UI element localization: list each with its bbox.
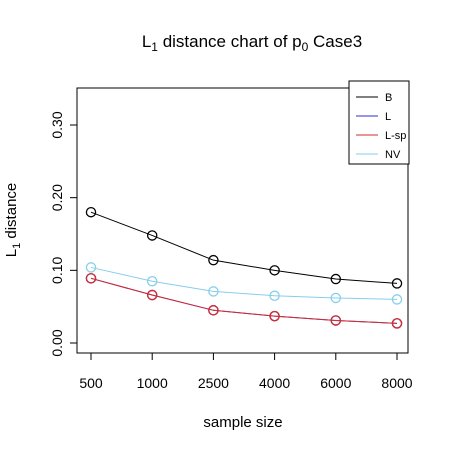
data-point-l-sp — [146, 289, 158, 301]
legend-item-nv: NV — [356, 149, 401, 161]
x-tick-label: 500 — [79, 375, 103, 391]
data-point-b — [391, 278, 403, 289]
legend-item-l: L — [356, 111, 391, 123]
y-tick-label: 0.20 — [49, 184, 65, 211]
data-point-nv — [391, 294, 403, 305]
title-subscript-0: 0 — [302, 40, 309, 54]
data-point-b — [208, 254, 219, 266]
data-point-nv — [208, 286, 219, 297]
title-part-mid: distance chart of p — [158, 32, 302, 51]
data-point-nv — [146, 275, 158, 287]
legend-box — [348, 80, 410, 165]
data-point-b — [85, 206, 97, 218]
x-axis-label: sample size — [203, 414, 282, 431]
legend-label: L-sp — [385, 130, 406, 142]
data-point-nv — [85, 262, 97, 273]
series-l-sp — [85, 273, 403, 329]
x-tick-label: 6000 — [320, 375, 351, 391]
legend-item-l-sp: L-sp — [356, 130, 406, 142]
legend-items: BL L-sp NV — [356, 92, 406, 161]
data-point-l-sp — [269, 310, 280, 322]
x-tick-label: 4000 — [259, 375, 290, 391]
legend: BL L-sp NV — [348, 80, 410, 165]
data-point-b — [146, 230, 158, 241]
x-axis: 500 1000 2500 4000 6000 8000 — [79, 352, 413, 391]
ylabel-part-main: L — [3, 249, 20, 257]
series-line-b — [90, 211, 398, 284]
x-tick-label: 8000 — [381, 375, 412, 391]
series-line-nv — [90, 266, 398, 300]
data-point-l-sp — [208, 305, 219, 316]
data-point-l-sp — [330, 315, 342, 326]
data-point-b — [330, 273, 342, 285]
series-nv — [85, 262, 403, 305]
series-layer — [85, 206, 403, 329]
data-point-nv — [330, 292, 342, 304]
series-line-l-sp — [90, 277, 398, 324]
y-axis: 0.00 0.10 0.20 0.30 — [49, 111, 78, 357]
data-point-l-sp — [391, 318, 403, 329]
legend-label: B — [385, 92, 392, 104]
x-tick-label: 2500 — [198, 375, 229, 391]
y-tick-label: 0.30 — [49, 111, 65, 138]
x-tick-label: 1000 — [137, 375, 168, 391]
title-part-tail: Case3 — [308, 32, 362, 51]
series-line-l — [90, 277, 398, 324]
legend-item-b: B — [356, 92, 392, 104]
legend-label: L — [385, 111, 391, 123]
title-subscript-1: 1 — [151, 40, 158, 54]
legend-label: NV — [385, 149, 401, 161]
data-point-nv — [269, 290, 280, 302]
ylabel-part-tail: distance — [3, 183, 20, 243]
data-point-b — [269, 265, 280, 276]
series-l — [85, 273, 403, 329]
y-axis-label: L1 distance — [3, 183, 23, 258]
data-point-l-sp — [85, 273, 97, 284]
ylabel-subscript: 1 — [11, 243, 23, 249]
series-b — [85, 206, 403, 289]
chart-title: L1 distance chart of p0 Case3 — [142, 32, 362, 54]
y-tick-label: 0.10 — [49, 256, 65, 283]
y-tick-label: 0.00 — [49, 329, 65, 356]
title-part-main: L — [142, 32, 151, 51]
